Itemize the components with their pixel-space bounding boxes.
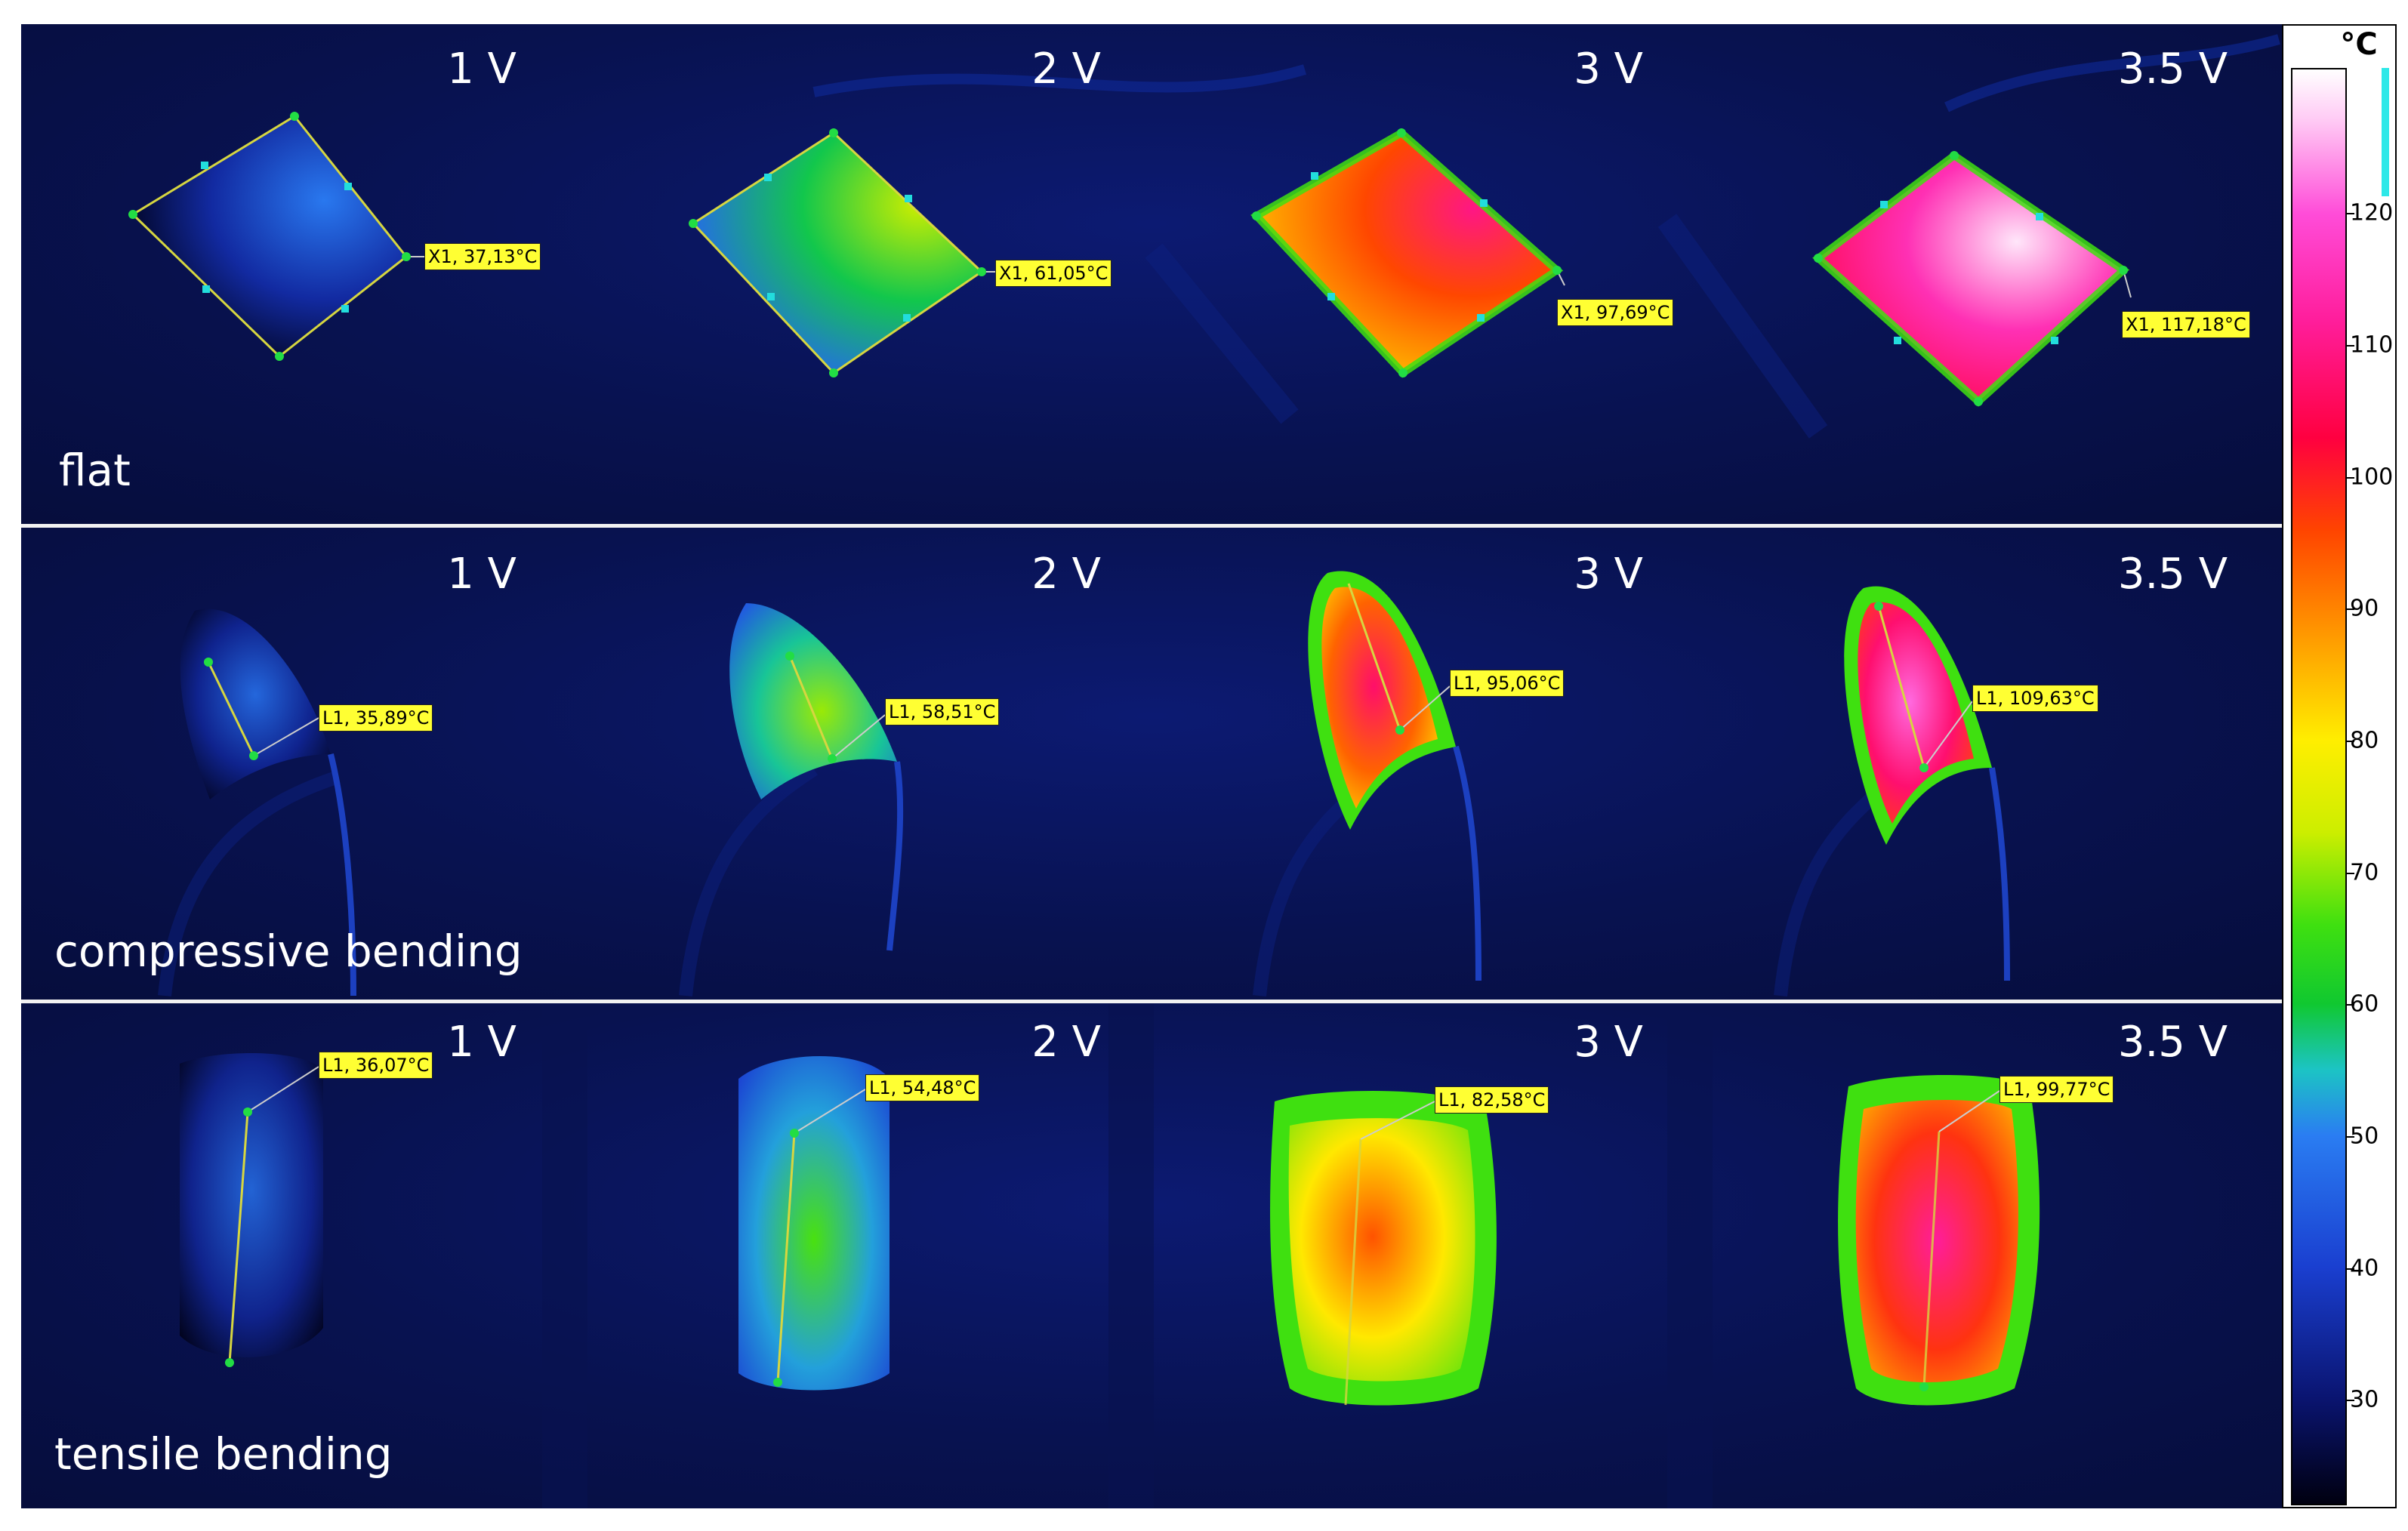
heated-film	[1321, 587, 1438, 809]
row-tensile-bending: 1 V 2 V 3 V 3.5 V L1, 36,07°C L1, 54,48°…	[21, 1003, 2282, 1508]
scale-tick-mark	[2347, 213, 2354, 215]
temperature-readout: X1, 97,69°C	[1557, 299, 1674, 326]
condition-label: flat	[59, 445, 131, 496]
voltage-label: 3.5 V	[2117, 550, 2228, 599]
heated-film	[133, 116, 406, 356]
condition-label: tensile bending	[54, 1428, 393, 1480]
scale-tick-mark	[2347, 1268, 2354, 1270]
heated-film	[1256, 133, 1557, 373]
heated-film	[180, 608, 331, 799]
scale-tick-mark	[2347, 344, 2354, 347]
scale-tick-label: 30	[2350, 1386, 2379, 1413]
scale-tick-mark	[2347, 740, 2354, 742]
temperature-readout: X1, 117,18°C	[2122, 311, 2250, 338]
scale-tick-mark	[2347, 1004, 2354, 1006]
heated-film	[180, 1053, 323, 1357]
measurement-line	[1922, 1131, 1941, 1388]
sample-compressive-2v	[729, 603, 904, 951]
sample-flat-3-5v	[1812, 150, 2132, 407]
row-compressive-graphics	[158, 571, 2010, 997]
sample-tensile-3-5v	[1838, 1075, 2040, 1406]
measurement-line	[1347, 583, 1401, 731]
voltage-label: 3.5 V	[2117, 45, 2228, 94]
temperature-readout: X1, 37,13°C	[424, 243, 541, 270]
temperature-readout: L1, 109,63°C	[1972, 685, 2098, 712]
measurement-line	[207, 661, 255, 756]
voltage-label: 3.5 V	[2117, 1018, 2228, 1067]
measurement-line	[1877, 605, 1925, 769]
sample-compressive-1v	[180, 608, 356, 997]
row-divider	[21, 524, 2282, 528]
scale-tick-label: 120	[2350, 199, 2394, 226]
scale-tick-label: 100	[2350, 464, 2394, 490]
sample-flat-1v	[128, 112, 424, 361]
row-divider	[21, 1000, 2282, 1003]
measurement-line	[1344, 1138, 1362, 1406]
row-tensile-graphics	[180, 1003, 2040, 1508]
row-flat: 1 V 2 V 3 V 3.5 V X1, 37,13°C X1, 61,05°…	[21, 24, 2282, 524]
heated-film	[1288, 1118, 1475, 1382]
sample-tensile-2v	[738, 1056, 890, 1391]
voltage-label: 2 V	[1031, 45, 1101, 94]
heated-film	[738, 1056, 890, 1391]
temperature-readout: L1, 35,89°C	[319, 704, 433, 732]
sample-compressive-3-5v	[1844, 586, 2010, 981]
temperature-readout: L1, 95,06°C	[1450, 670, 1565, 697]
voltage-label: 1 V	[447, 550, 516, 599]
temperature-readout: L1, 36,07°C	[319, 1052, 433, 1079]
scale-tick-label: 50	[2350, 1123, 2379, 1150]
thermal-image-grid: 1 V 2 V 3 V 3.5 V X1, 37,13°C X1, 61,05°…	[21, 24, 2282, 1508]
scale-tick-label: 80	[2350, 727, 2379, 754]
temperature-readout: X1, 61,05°C	[995, 260, 1112, 287]
voltage-label: 1 V	[447, 1018, 516, 1067]
scale-tick-mark	[2347, 1135, 2354, 1138]
voltage-label: 1 V	[447, 45, 516, 94]
sample-flat-3v	[1250, 128, 1565, 378]
scale-tick-mark	[2347, 608, 2354, 611]
temperature-readout: L1, 99,77°C	[1999, 1076, 2114, 1103]
heated-film	[1818, 156, 2123, 402]
scale-tick-label: 110	[2350, 331, 2394, 359]
scale-tick-mark	[2347, 1400, 2354, 1402]
condition-label: compressive bending	[54, 926, 523, 977]
sample-compressive-3v	[1308, 571, 1481, 981]
voltage-label: 3 V	[1574, 45, 1643, 94]
voltage-label: 2 V	[1031, 550, 1101, 599]
voltage-label: 3 V	[1574, 550, 1643, 599]
scale-tick-label: 70	[2350, 859, 2379, 886]
heated-film	[1855, 1100, 2018, 1382]
measurement-line	[228, 1111, 249, 1363]
sample-flat-2v	[689, 128, 995, 377]
heated-film	[693, 133, 982, 373]
scale-range-marker	[2382, 68, 2389, 196]
voltage-label: 2 V	[1031, 1018, 1101, 1067]
sample-tensile-1v	[180, 1053, 323, 1367]
scale-tick-mark	[2347, 476, 2354, 479]
heated-film	[1858, 602, 1974, 824]
temperature-readout: L1, 54,48°C	[865, 1074, 980, 1101]
scale-unit-label: °C	[2340, 27, 2378, 62]
measurement-line	[776, 1132, 796, 1383]
voltage-label: 3 V	[1574, 1018, 1643, 1067]
scale-tick-label: 60	[2350, 990, 2379, 1018]
scale-tick-label: 90	[2350, 595, 2379, 622]
measurement-line	[788, 655, 834, 759]
temperature-readout: L1, 82,58°C	[1435, 1086, 1549, 1114]
scale-tick-label: 40	[2350, 1255, 2379, 1282]
row-flat-graphics	[128, 34, 2280, 439]
sample-tensile-3v	[1270, 1091, 1497, 1406]
scale-tick-mark	[2347, 872, 2354, 874]
heated-film	[729, 603, 897, 799]
temperature-readout: L1, 58,51°C	[885, 698, 1000, 725]
row-compressive-bending: 1 V 2 V 3 V 3.5 V L1, 35,89°C L1, 58,51°…	[21, 528, 2282, 1000]
color-gradient-bar	[2291, 68, 2347, 1505]
temperature-color-scale: °C 30 40 50 60 70 80 90 100 110 120	[2282, 24, 2397, 1508]
